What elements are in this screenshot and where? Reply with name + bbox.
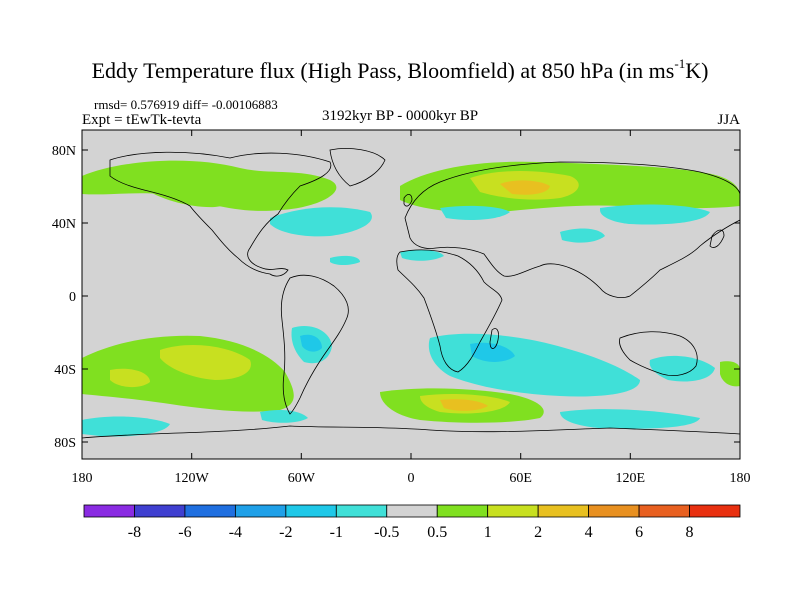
stats-line: rmsd= 0.576919 diff= -0.00106883 — [94, 97, 278, 112]
lon-label: 0 — [408, 471, 415, 486]
colorbar-label: -1 — [330, 524, 343, 541]
longitude-labels: 180 120W 60W 0 60E 120E 180 — [72, 471, 751, 486]
colorbar-swatch — [83, 504, 135, 518]
colorbar-swatch — [134, 504, 186, 518]
colorbar-label: 1 — [484, 524, 492, 541]
colorbar-label: -8 — [128, 524, 141, 541]
colorbar — [83, 504, 741, 518]
colorbar-swatch — [335, 504, 388, 518]
field-patch-eurasia-orange — [500, 180, 550, 195]
colorbar-label: -6 — [178, 524, 191, 541]
coast-north-america — [109, 151, 332, 277]
field-patch-sibcyan — [560, 228, 605, 243]
lat-label: 0 — [69, 290, 76, 305]
lon-label: 60E — [509, 471, 532, 486]
period-label: 3192kyr BP - 0000kyr BP — [321, 108, 479, 124]
colorbar-label: 0.5 — [427, 524, 447, 541]
coast-madagascar — [489, 328, 499, 349]
coast-japan — [709, 229, 725, 248]
field-patch-sp-yellow2 — [110, 368, 150, 388]
field-patch-drake-cyan — [260, 410, 308, 423]
field-patch-na-green2 — [150, 172, 238, 208]
colorbar-label: 8 — [686, 524, 694, 541]
lon-label: 120E — [616, 471, 646, 486]
colorbar-label: -2 — [279, 524, 292, 541]
colorbar-swatch — [436, 504, 489, 518]
coast-britain — [403, 194, 413, 207]
lon-label: 60W — [288, 471, 316, 486]
title-tail: K) — [685, 58, 709, 83]
field-patch-ant-cyan — [560, 409, 700, 429]
lon-label: 180 — [730, 471, 751, 486]
title-exponent: -1 — [674, 56, 686, 71]
field-patch-pac-cyan — [330, 255, 360, 265]
colorbar-swatch — [638, 504, 690, 518]
coast-antarctica — [82, 425, 740, 439]
field-patch-sp-yellow — [160, 345, 251, 380]
coast-south-america — [280, 274, 349, 415]
field-patch-asia-cyan — [600, 204, 710, 225]
coast-africa — [396, 249, 503, 373]
map-field — [82, 130, 740, 459]
field-patch-so-orange — [440, 399, 488, 411]
colorbar-label: 6 — [635, 524, 643, 541]
lon-label: 120W — [175, 471, 210, 486]
colorbar-label: 2 — [534, 524, 542, 541]
field-patch-sio-blue — [470, 342, 515, 362]
season-label: JJA — [717, 112, 740, 128]
colorbar-swatch — [537, 504, 590, 518]
map-frame — [81, 129, 741, 460]
tick-marks — [82, 130, 740, 459]
field-patch-aus-green — [720, 361, 740, 387]
lon-label: 180 — [72, 471, 93, 486]
colorbar-labels: -8 -6 -4 -2 -1 -0.5 0.5 1 2 4 6 8 — [128, 524, 694, 541]
colorbar-swatch — [234, 504, 287, 518]
field-patch-na-cyan — [270, 207, 372, 237]
field-patch-sp-cyan — [82, 416, 170, 437]
colorbar-swatch — [386, 504, 438, 518]
lat-label: 40N — [52, 217, 76, 232]
experiment-label: Expt = tEwTk-tevta — [82, 112, 202, 128]
colorbar-label: -4 — [229, 524, 242, 541]
coast-europe-asia — [404, 161, 740, 298]
lat-label: 80N — [52, 144, 76, 159]
colorbar-label: -0.5 — [374, 524, 399, 541]
colorbar-swatch — [487, 504, 539, 518]
map-title: Eddy Temperature flux (High Pass, Bloomf… — [0, 56, 800, 84]
lat-label: 80S — [54, 436, 76, 451]
field-patch-atl-cyan — [440, 205, 510, 220]
colorbar-swatch — [285, 504, 337, 518]
field-patch-med-cyan — [400, 249, 444, 261]
coast-greenland — [329, 148, 386, 187]
latitude-labels: 80N 40N 0 40S 80S — [52, 144, 76, 451]
colorbar-swatch — [588, 504, 640, 518]
field-patch-sam-cyan2 — [300, 334, 322, 352]
colorbar-swatch — [184, 504, 236, 518]
title-main: Eddy Temperature flux (High Pass, Bloomf… — [91, 58, 675, 83]
colorbar-label: 4 — [585, 524, 593, 541]
coast-australia — [619, 331, 698, 376]
colorbar-swatch — [689, 504, 741, 518]
coastlines — [82, 148, 740, 439]
lat-label: 40S — [54, 363, 76, 378]
